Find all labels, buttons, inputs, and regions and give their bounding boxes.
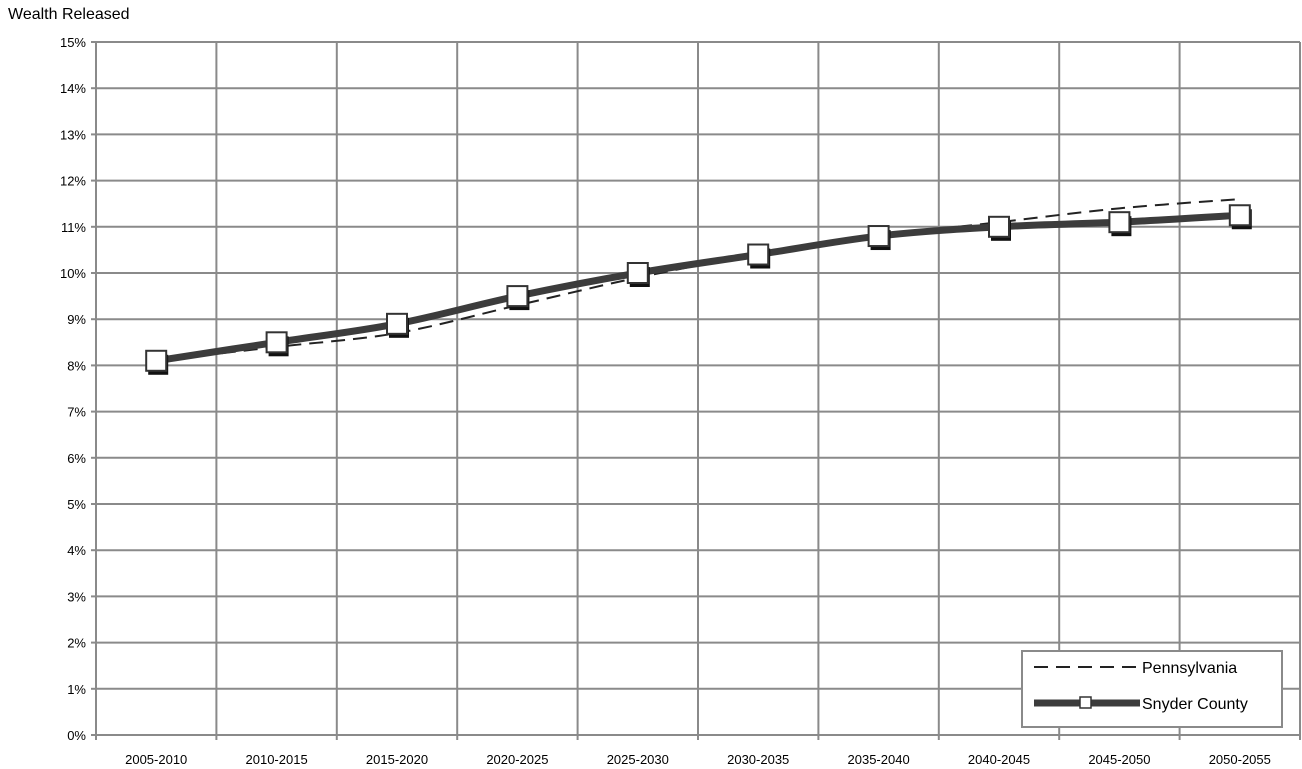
- series-line-snyder-county: [155, 211, 1241, 365]
- data-point-snyder-county: [1108, 211, 1132, 237]
- y-tick-label: 0%: [67, 728, 86, 743]
- x-tick-label: 2010-2015: [246, 752, 308, 767]
- x-tick-label: 2020-2025: [486, 752, 548, 767]
- data-point-snyder-county: [386, 312, 409, 338]
- y-tick-label: 2%: [67, 636, 86, 651]
- y-tick-label: 3%: [67, 589, 86, 604]
- data-point-snyder-county: [867, 225, 891, 251]
- data-point-snyder-county: [988, 215, 1011, 241]
- data-point-snyder-county: [1228, 204, 1252, 230]
- y-tick-label: 4%: [67, 543, 86, 558]
- series-line-pennsylvania: [156, 198, 1240, 362]
- chart-title: Wealth Released: [8, 6, 130, 23]
- x-tick-label: 2030-2035: [727, 752, 789, 767]
- y-tick-label: 12%: [60, 174, 86, 189]
- x-tick-label: 2015-2020: [366, 752, 428, 767]
- y-tick-label: 1%: [67, 682, 86, 697]
- y-tick-label: 15%: [60, 35, 86, 50]
- data-point-snyder-county: [506, 285, 530, 311]
- y-tick-label: 13%: [60, 127, 86, 142]
- x-tick-label: 2040-2045: [968, 752, 1030, 767]
- series-layer: [145, 198, 1252, 375]
- legend-label-snyder-county: Snyder County: [1142, 696, 1248, 713]
- x-tick-label: 2045-2050: [1088, 752, 1150, 767]
- data-point-snyder-county: [747, 243, 771, 269]
- legend-box: [1021, 650, 1283, 728]
- legend-entry-snyder-county: Snyder County: [1034, 696, 1248, 713]
- grid: [91, 41, 1301, 740]
- x-tick-label: 2035-2040: [848, 752, 910, 767]
- x-axis-ticks: 2005-2010 2010-2015 2015-2020 2020-2025 2025…: [125, 752, 1271, 767]
- y-tick-label: 8%: [67, 358, 86, 373]
- legend-entry-pennsylvania: Pennsylvania: [1034, 660, 1237, 677]
- y-axis-ticks: 0% 1% 2% 3% 4% 5% 6% 7% 8% 9% 10% 11% 12% 13% 14% 15%: [60, 35, 86, 743]
- y-tick-label: 6%: [67, 451, 86, 466]
- legend-marker-snyder-county: [1079, 696, 1092, 709]
- x-tick-label: 2050-2055: [1209, 752, 1271, 767]
- legend-label-pennsylvania: Pennsylvania: [1142, 660, 1237, 677]
- y-tick-label: 10%: [60, 266, 86, 281]
- y-tick-label: 11%: [61, 220, 86, 235]
- data-point-snyder-county: [265, 331, 289, 357]
- y-tick-label: 7%: [67, 405, 86, 420]
- y-tick-label: 5%: [67, 497, 86, 512]
- y-tick-label: 14%: [60, 81, 86, 96]
- y-tick-label: 9%: [67, 312, 86, 327]
- data-point-snyder-county: [626, 262, 650, 287]
- x-tick-label: 2005-2010: [125, 752, 187, 767]
- x-tick-label: 2025-2030: [607, 752, 669, 767]
- legend: Pennsylvania Snyder County: [1021, 650, 1283, 728]
- data-point-snyder-county: [145, 349, 169, 375]
